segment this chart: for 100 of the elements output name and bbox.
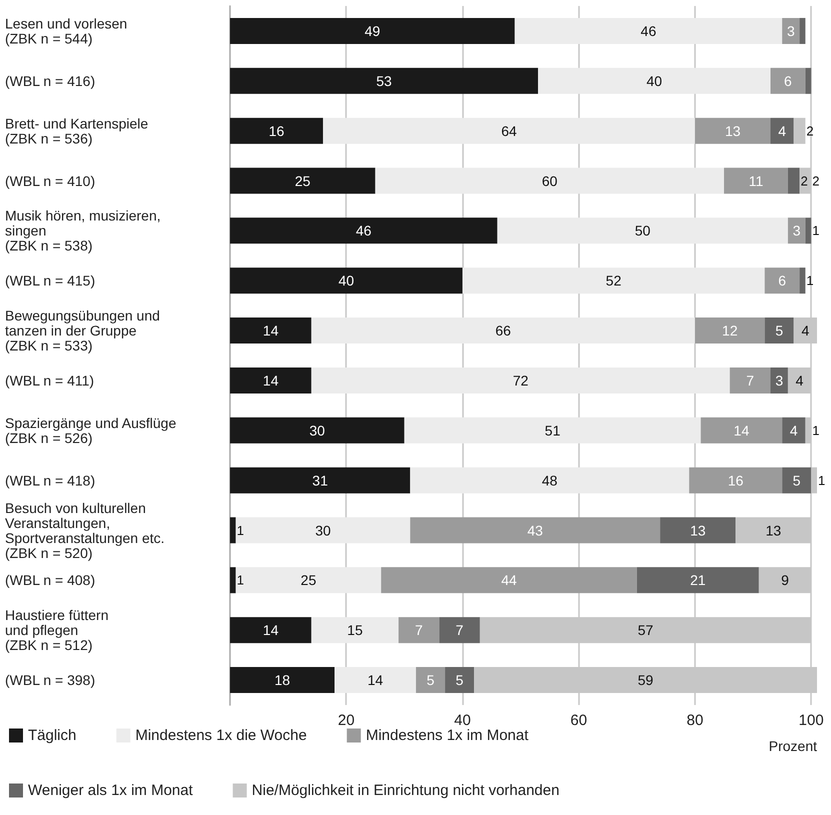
y-tick-label: Brett- und Kartenspiele (ZBK n = 536) xyxy=(5,115,148,146)
data-label: 1 xyxy=(818,472,826,488)
data-label: 14 xyxy=(262,322,279,339)
bar xyxy=(230,617,312,644)
bar xyxy=(660,517,736,544)
data-label: 16 xyxy=(268,122,284,139)
data-label: 1 xyxy=(812,223,820,238)
bar xyxy=(410,467,690,494)
data-label: 49 xyxy=(364,22,380,39)
bar xyxy=(689,467,782,494)
data-label: 3 xyxy=(775,372,784,388)
x-tick-label: 100 xyxy=(798,712,824,729)
data-label: 59 xyxy=(638,672,654,688)
data-label: 21 xyxy=(690,572,706,588)
bar xyxy=(764,318,794,344)
bar xyxy=(381,567,637,594)
bar xyxy=(782,18,800,44)
data-label: 3 xyxy=(786,22,795,39)
data-label: 1 xyxy=(236,572,244,588)
data-label: 9 xyxy=(781,572,790,588)
data-label: 44 xyxy=(501,572,517,588)
data-label: 7 xyxy=(414,622,423,638)
data-label: 3 xyxy=(792,222,801,239)
bar xyxy=(805,218,812,244)
bar xyxy=(805,68,812,94)
data-label: 30 xyxy=(315,522,331,538)
data-label: 2 xyxy=(806,123,814,138)
data-label: 66 xyxy=(495,322,512,339)
data-label: 1 xyxy=(806,273,814,288)
bar xyxy=(375,168,724,194)
bar xyxy=(311,617,399,644)
data-label: 64 xyxy=(501,122,517,139)
y-tick-label: (WBL n = 410) xyxy=(5,172,96,189)
bar xyxy=(416,667,446,694)
bar xyxy=(764,268,800,294)
bar xyxy=(230,118,323,144)
data-label: 7 xyxy=(456,622,464,638)
bar xyxy=(322,118,695,144)
bar xyxy=(230,517,236,544)
data-label: 14 xyxy=(262,372,279,388)
data-label: 31 xyxy=(312,472,328,488)
bar xyxy=(770,367,788,394)
bar xyxy=(311,318,695,344)
data-label: 5 xyxy=(426,672,435,688)
data-label: 4 xyxy=(778,122,786,139)
bar xyxy=(236,517,410,544)
bar xyxy=(230,567,236,594)
data-label: 6 xyxy=(784,72,792,89)
data-label: 51 xyxy=(544,422,561,438)
bar xyxy=(230,367,312,394)
data-label: 13 xyxy=(690,522,706,538)
x-tick-label: 20 xyxy=(338,712,355,729)
data-label: 5 xyxy=(792,472,801,488)
bar xyxy=(694,118,771,144)
bar xyxy=(334,667,416,694)
bar xyxy=(636,567,759,594)
data-label: 14 xyxy=(734,422,750,438)
legend-label: Weniger als 1x im Monat xyxy=(28,782,194,799)
y-tick-label: (WBL n = 416) xyxy=(5,72,96,89)
bar xyxy=(724,168,788,194)
bar xyxy=(794,118,806,144)
data-label: 2 xyxy=(800,173,808,188)
bar xyxy=(404,417,701,444)
data-label: 52 xyxy=(606,272,622,289)
data-label: 16 xyxy=(728,472,744,488)
bar xyxy=(538,68,771,94)
bar xyxy=(694,318,765,344)
data-label: 46 xyxy=(640,22,656,39)
bar xyxy=(800,18,806,44)
data-label: 1 xyxy=(812,422,820,438)
bar xyxy=(730,367,771,394)
bar xyxy=(230,318,312,344)
legend-label: Täglich xyxy=(28,727,76,744)
bar xyxy=(230,467,410,494)
x-tick-label: 80 xyxy=(686,712,704,729)
data-label: 13 xyxy=(766,522,782,538)
y-tick-label: Musik hören, musizieren, singen (ZBK n = 538) xyxy=(5,208,161,254)
data-label: 14 xyxy=(262,622,279,638)
data-label: 14 xyxy=(368,672,384,688)
bar xyxy=(398,617,440,644)
y-tick-label: Haustiere füttern und pflegen (ZBK n = 512) xyxy=(5,607,108,654)
bar xyxy=(230,268,462,294)
data-label: 5 xyxy=(456,672,464,688)
bar xyxy=(770,118,794,144)
bar xyxy=(230,68,538,94)
bar xyxy=(236,567,382,594)
data-label: 30 xyxy=(309,422,326,438)
bar xyxy=(439,617,480,644)
y-tick-label: (WBL n = 411) xyxy=(5,372,94,388)
data-label: 40 xyxy=(646,72,662,89)
data-label: 57 xyxy=(638,622,654,638)
data-label: 40 xyxy=(338,272,354,289)
y-tick-label: (WBL n = 418) xyxy=(5,472,96,488)
x-tick-label: 40 xyxy=(454,712,471,729)
y-tick-label: (WBL n = 415) xyxy=(5,272,96,289)
bar xyxy=(230,18,515,44)
bar xyxy=(782,467,812,494)
data-label: 25 xyxy=(300,572,316,588)
x-tick-label: 60 xyxy=(570,712,588,729)
bar xyxy=(800,268,806,294)
